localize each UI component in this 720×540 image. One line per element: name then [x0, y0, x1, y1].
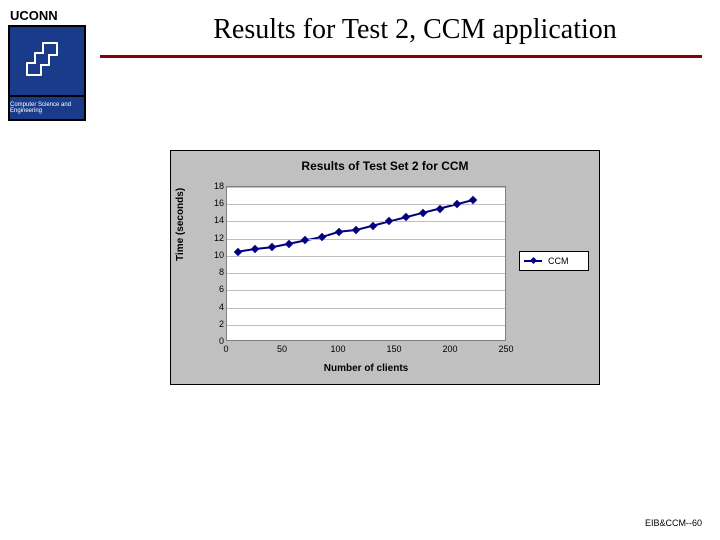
- y-tick-label: 14: [206, 215, 224, 225]
- y-tick-label: 6: [206, 284, 224, 294]
- y-tick-label: 18: [206, 181, 224, 191]
- line-series: [227, 187, 507, 342]
- plot-area: [226, 186, 506, 341]
- gridline: [227, 239, 505, 240]
- x-tick-label: 100: [330, 344, 345, 354]
- header: UCONN Results for Test 2, CCM applicatio…: [0, 0, 720, 60]
- legend: CCM: [519, 251, 589, 271]
- gridline: [227, 221, 505, 222]
- y-axis-label: Time (seconds): [175, 188, 186, 261]
- diamond-marker-icon: [530, 257, 537, 264]
- x-tick-label: 0: [223, 344, 228, 354]
- y-tick-label: 4: [206, 302, 224, 312]
- gridline: [227, 308, 505, 309]
- y-tick-label: 12: [206, 233, 224, 243]
- footer-text: EIB&CCM--60: [645, 518, 702, 528]
- y-tick-label: 2: [206, 319, 224, 329]
- gridline: [227, 187, 505, 188]
- gridline: [227, 273, 505, 274]
- gridline: [227, 256, 505, 257]
- chart: Results of Test Set 2 for CCM Time (seco…: [170, 150, 600, 385]
- brand-text: UCONN: [10, 8, 58, 23]
- chart-title: Results of Test Set 2 for CCM: [171, 151, 599, 173]
- y-tick-label: 16: [206, 198, 224, 208]
- uconn-logo: Computer Science and Engineering: [8, 25, 86, 125]
- gridline: [227, 290, 505, 291]
- gridline: [227, 325, 505, 326]
- y-tick-label: 8: [206, 267, 224, 277]
- legend-label: CCM: [548, 256, 569, 266]
- y-tick-label: 0: [206, 336, 224, 346]
- page-title: Results for Test 2, CCM application: [130, 14, 700, 46]
- x-tick-label: 250: [498, 344, 513, 354]
- logo-icon: [8, 25, 86, 97]
- x-tick-label: 150: [386, 344, 401, 354]
- legend-swatch: [524, 260, 542, 262]
- y-tick-label: 10: [206, 250, 224, 260]
- x-tick-label: 50: [277, 344, 287, 354]
- logo-caption: Computer Science and Engineering: [8, 97, 86, 121]
- x-axis-label: Number of clients: [226, 363, 506, 374]
- x-tick-label: 200: [442, 344, 457, 354]
- gridline: [227, 204, 505, 205]
- title-underline: [100, 55, 702, 58]
